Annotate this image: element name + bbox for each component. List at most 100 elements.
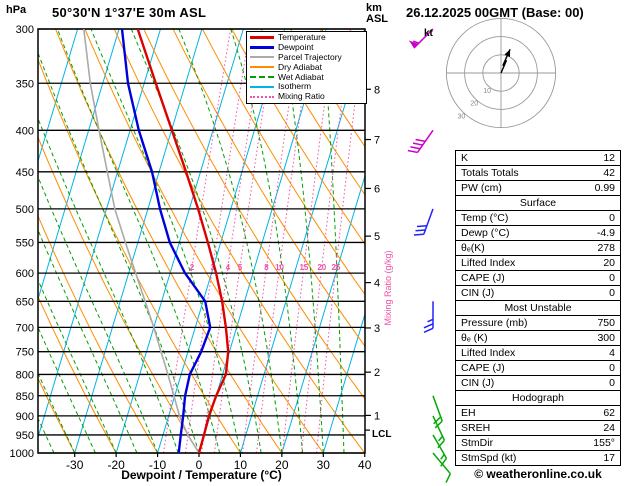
table-row-value: 24 xyxy=(603,422,615,434)
location-title: 50°30'N 1°37'E 30m ASL xyxy=(52,5,207,20)
isotherm-lines xyxy=(38,29,365,453)
svg-text:500: 500 xyxy=(16,204,34,216)
x-axis-ticks: -30 -20 -10 0 10 20 30 40 xyxy=(66,453,372,472)
table-row-label: CIN (J) xyxy=(461,377,495,389)
table-section-header: Hodograph xyxy=(456,391,620,406)
table-row: CAPE (J) 0 xyxy=(456,361,620,376)
legend-line-sample xyxy=(250,66,274,69)
legend-item-label: Isotherm xyxy=(278,81,312,92)
table-row: Temp (°C) 0 xyxy=(456,211,620,226)
table-row-label: θₑ (K) xyxy=(461,332,488,344)
svg-text:750: 750 xyxy=(16,347,34,359)
svg-text:40: 40 xyxy=(358,458,372,472)
table-row: CAPE (J) 0 xyxy=(456,271,620,286)
mixing-ratio-labels: 2 3 4 5 8 10 15 20 25 xyxy=(190,263,341,272)
wind-barb xyxy=(413,208,434,236)
table-row-label: Lifted Index xyxy=(461,257,516,269)
svg-text:350: 350 xyxy=(16,78,34,90)
hodograph-trace xyxy=(500,49,511,74)
wind-barb-column xyxy=(407,28,452,483)
dewpoint-curve xyxy=(120,29,212,453)
table-row: SREH 24 xyxy=(456,421,620,436)
table-row-label: EH xyxy=(461,407,476,419)
wind-barb xyxy=(432,395,443,429)
svg-text:20: 20 xyxy=(275,458,289,472)
svg-text:5: 5 xyxy=(374,231,380,243)
svg-text:600: 600 xyxy=(16,268,34,280)
table-row-label: Totals Totals xyxy=(461,167,519,179)
table-row: EH 62 xyxy=(456,406,620,421)
svg-text:-10: -10 xyxy=(149,458,167,472)
legend-item-label: Temperature xyxy=(278,32,326,43)
table-row: Dewp (°C) -4.9 xyxy=(456,226,620,241)
svg-text:10: 10 xyxy=(483,88,491,95)
table-section-header: Surface xyxy=(456,196,620,211)
table-row-value: 20 xyxy=(603,257,615,269)
table-row-value: 278 xyxy=(597,242,615,254)
table-row-value: 300 xyxy=(597,332,615,344)
svg-text:950: 950 xyxy=(16,430,34,442)
copyright: © weatheronline.co.uk xyxy=(474,467,602,481)
table-row-value: 750 xyxy=(597,317,615,329)
table-row-label: StmDir xyxy=(461,437,494,449)
svg-text:4: 4 xyxy=(374,278,380,290)
table-row: PW (cm) 0.99 xyxy=(456,181,620,196)
indices-table: K 12 Totals Totals 42 PW (cm) 0.99 Surface Temp… xyxy=(455,150,621,466)
svg-text:800: 800 xyxy=(16,369,34,381)
legend: Temperature Dewpoint Parcel Trajectory Dry … xyxy=(246,31,367,104)
svg-text:2: 2 xyxy=(190,263,195,272)
table-row-label: CAPE (J) xyxy=(461,362,505,374)
wind-barb xyxy=(423,301,434,333)
svg-text:15: 15 xyxy=(299,263,308,272)
legend-item-label: Dry Adiabat xyxy=(278,61,322,72)
table-row: StmSpd (kt) 17 xyxy=(456,451,620,465)
table-row-label: θₑ(K) xyxy=(461,242,485,254)
run-datetime: 26.12.2025 00GMT (Base: 00) xyxy=(406,5,584,20)
svg-text:10: 10 xyxy=(275,263,284,272)
legend-item: Temperature xyxy=(247,33,366,43)
svg-text:30: 30 xyxy=(457,114,465,121)
table-row: θₑ (K) 300 xyxy=(456,331,620,346)
svg-text:3: 3 xyxy=(374,323,380,335)
table-row-value: 62 xyxy=(603,407,615,419)
table-row: Lifted Index 20 xyxy=(456,256,620,271)
svg-text:8: 8 xyxy=(374,84,380,96)
wind-barb xyxy=(407,129,434,154)
wind-barb xyxy=(408,28,434,49)
table-row-value: 12 xyxy=(603,152,615,164)
wind-barb xyxy=(432,434,448,467)
svg-text:450: 450 xyxy=(16,167,34,179)
legend-item: Mixing Ratio xyxy=(247,92,366,102)
altitude-axis-unit: km ASL xyxy=(366,3,388,25)
legend-line-sample xyxy=(250,95,274,98)
table-section-header: Most Unstable xyxy=(456,301,620,316)
svg-text:1: 1 xyxy=(374,410,380,422)
table-row-label: Temp (°C) xyxy=(461,212,509,224)
profiles xyxy=(83,29,230,453)
x-axis-title: Dewpoint / Temperature (°C) xyxy=(121,468,282,482)
svg-text:3: 3 xyxy=(210,263,215,272)
svg-text:-30: -30 xyxy=(66,458,84,472)
legend-item: Dewpoint xyxy=(247,43,366,53)
svg-text:10: 10 xyxy=(234,458,248,472)
table-row-value: 155° xyxy=(593,437,615,449)
svg-text:400: 400 xyxy=(16,125,34,137)
svg-text:5: 5 xyxy=(238,263,243,272)
altitude-ticks: 1 2 3 4 5 6 7 8 LCL xyxy=(365,84,391,440)
svg-text:2: 2 xyxy=(374,367,380,379)
legend-item-label: Parcel Trajectory xyxy=(278,51,342,62)
table-row-label: Pressure (mb) xyxy=(461,317,528,329)
table-row-label: StmSpd (kt) xyxy=(461,452,517,464)
svg-text:550: 550 xyxy=(16,237,34,249)
temperature-curve xyxy=(136,29,230,453)
svg-text:900: 900 xyxy=(16,411,34,423)
wind-barb xyxy=(432,452,452,483)
legend-item-label: Wet Adiabat xyxy=(278,71,324,82)
legend-item: Dry Adiabat xyxy=(247,62,366,72)
legend-item: Isotherm xyxy=(247,82,366,92)
svg-text:6: 6 xyxy=(374,183,380,195)
table-row-value: 17 xyxy=(603,452,615,464)
svg-text:850: 850 xyxy=(16,391,34,403)
